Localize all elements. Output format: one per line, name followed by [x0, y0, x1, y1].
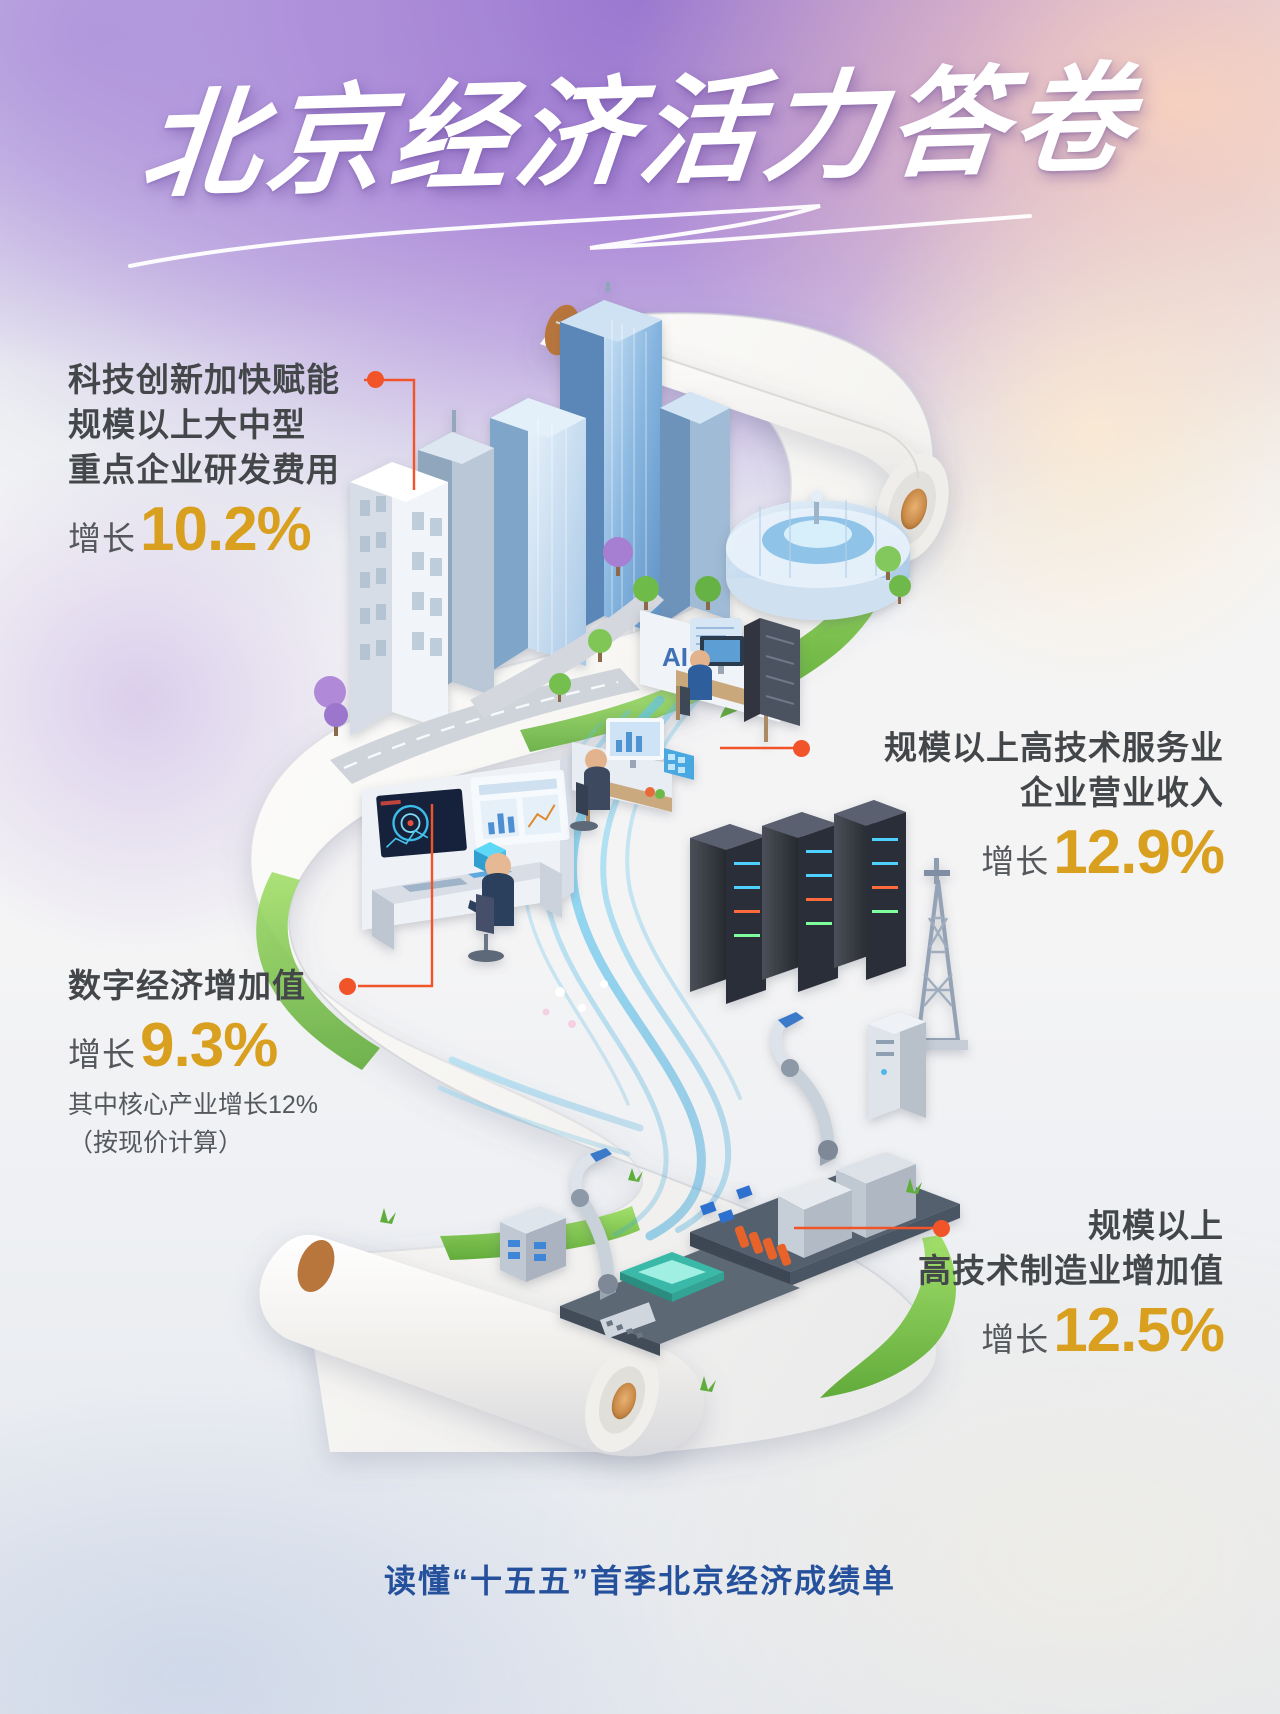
component-grid	[600, 1302, 656, 1339]
footer: 读懂“十五五”首季北京经济成绩单	[0, 1556, 1280, 1602]
stat-subnote-line: （按现价计算）	[68, 1129, 244, 1158]
stat-line: 增长 9.3%	[68, 1010, 318, 1080]
factory-robot-line	[690, 1012, 960, 1286]
dome-building	[726, 490, 910, 620]
poster-title-wrap: 北京经济活力答卷	[0, 48, 1280, 215]
stat-headline-line: 高技术制造业增加值	[918, 1251, 1224, 1289]
telecom-tower	[908, 858, 968, 1050]
page-title: 北京经济活力答卷	[135, 48, 1145, 215]
stat-line: 增长 10.2%	[68, 494, 340, 564]
connector-dot-hightech-services	[793, 740, 810, 757]
paper-roll-bottom	[259, 1234, 705, 1457]
stat-block-hightech-manufacturing: 规模以上 高技术制造业增加值 增长 12.5%	[918, 1204, 1225, 1365]
server-leds	[734, 838, 898, 937]
blue-modules	[500, 1206, 566, 1282]
server-racks	[690, 800, 906, 1004]
connector-dot-digital-economy	[339, 978, 356, 995]
stat-headline-line: 企业营业收入	[1020, 773, 1224, 811]
connector-dot-hightech-manufacturing	[933, 1220, 950, 1237]
footer-caption: 读懂“十五五”首季北京经济成绩单	[383, 1563, 896, 1599]
stat-prefix: 增长	[68, 519, 136, 557]
skyscraper-cluster	[350, 282, 730, 736]
equipment-cabinet	[868, 1012, 926, 1120]
stat-value: 12.5%	[1053, 1295, 1225, 1365]
stat-headline-line: 数字经济增加值	[68, 967, 306, 1004]
svg-text:AI: AI	[662, 642, 688, 672]
stat-block-hightech-services: 规模以上高技术服务业 企业营业收入 增长 12.9%	[884, 726, 1225, 887]
stat-value: 12.9%	[1053, 817, 1225, 887]
ai-workstation: AI	[640, 610, 800, 742]
road-network	[330, 586, 664, 784]
robot-arm-right	[770, 1012, 838, 1166]
stat-line: 增长 12.9%	[884, 817, 1225, 887]
stat-headline-line: 规模以上高技术服务业	[884, 729, 1224, 766]
stat-headline-line: 规模以上	[1088, 1207, 1224, 1244]
robot-arm-left	[570, 1148, 618, 1300]
trees	[314, 537, 911, 736]
stat-headline-line: 科技创新加快赋能	[68, 361, 340, 398]
stat-block-rd-expense: 科技创新加快赋能 规模以上大中型 重点企业研发费用 增长 10.2%	[68, 358, 340, 561]
stat-prefix: 增长	[68, 1035, 136, 1073]
stat-line: 增长 12.5%	[918, 1295, 1225, 1365]
chip-assembly-line	[500, 1148, 800, 1356]
connector-dot-rd-expense	[367, 371, 384, 388]
stat-subnote-line: 其中核心产业增长12%	[68, 1090, 319, 1119]
decor-plants	[380, 980, 922, 1392]
data-stream-lines	[437, 682, 742, 1241]
stat-headline-line: 重点企业研发费用	[68, 450, 340, 488]
stat-block-digital-economy: 数字经济增加值 增长 9.3% 其中核心产业增长12% （按现价计算）	[68, 964, 318, 1161]
stat-value: 9.3%	[140, 1010, 278, 1080]
stat-headline-line: 规模以上大中型	[68, 405, 306, 443]
stat-prefix: 增长	[981, 842, 1050, 880]
analyst-desk	[570, 718, 694, 831]
stat-prefix: 增长	[981, 1320, 1050, 1358]
stat-value: 10.2%	[140, 494, 312, 564]
